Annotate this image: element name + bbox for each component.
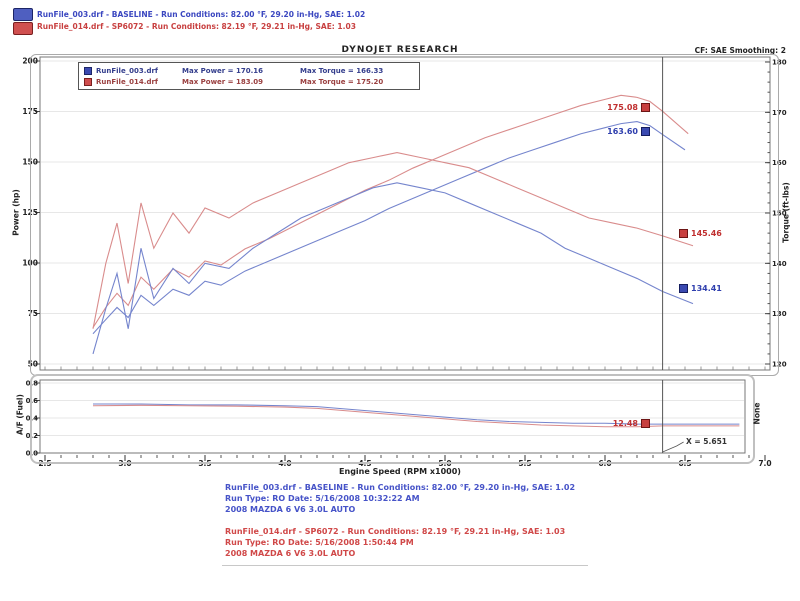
torque-tick-label: 160 (772, 159, 787, 167)
rpm-tick-label: 7.0 (758, 459, 771, 468)
cursor-readout: X = 5.651 (686, 437, 728, 446)
torque-red-marker-icon (679, 229, 688, 238)
afr-right-axis-label: None (752, 402, 762, 425)
page-title: DYNOJET RESEARCH (341, 45, 459, 55)
afr-red-marker-icon (641, 419, 650, 428)
footer-run1-line2: Run Type: RO Date: 5/16/2008 10:32:22 AM (225, 494, 420, 503)
run2-color-chip (13, 22, 33, 35)
power-axis-label: Power (hp) (11, 189, 21, 236)
legend-max-torque-2: Max Torque = 175.20 (300, 77, 384, 86)
afr-curve-blue (93, 403, 740, 425)
torque-tick-label: 150 (772, 210, 787, 218)
power-red-marker-icon (641, 103, 650, 112)
footer-run2-line3: 2008 MAZDA 6 V6 3.0L AUTO (225, 549, 356, 558)
cursor-readout-pointer (662, 441, 684, 453)
torque-curve-red (92, 152, 694, 329)
legend-max-power-1: Max Power = 170.16 (182, 66, 263, 75)
power-curve-red (92, 94, 689, 328)
legend-max-torque-1: Max Torque = 166.33 (300, 66, 384, 75)
run1-color-chip (13, 8, 33, 21)
header-run1: RunFile_003.drf - BASELINE - Run Conditi… (37, 10, 366, 19)
cursor-value-power-blue: 163.60 (538, 127, 650, 136)
torque-curve-blue (92, 182, 694, 355)
main-chart-frame (30, 54, 779, 376)
legend-row-sp6072: RunFile_014.drf Max Power = 183.09 Max T… (84, 76, 414, 87)
legend-max-power-2: Max Power = 183.09 (182, 77, 263, 86)
torque-tick-label: 130 (772, 310, 787, 318)
afr-curve-red (92, 404, 740, 428)
power-blue-marker-icon (641, 127, 650, 136)
afr-axis-label: A/F (Fuel) (15, 394, 25, 435)
footer-divider (222, 565, 588, 566)
torque-tick-label: 180 (772, 59, 787, 67)
run-files-icon (13, 8, 33, 35)
afr-red-value: 12.48 (612, 419, 638, 428)
power-tick-label: 75 (28, 309, 38, 318)
rpm-axis-label: Engine Speed (RPM x1000) (339, 467, 461, 476)
cursor-value-power-red: 175.08 (538, 103, 650, 112)
legend-swatch-red (84, 77, 92, 86)
power-tick-label: 50 (28, 360, 38, 369)
power-curve-blue (92, 121, 686, 335)
legend-box[interactable]: RunFile_003.drf Max Power = 170.16 Max T… (78, 62, 420, 90)
header-run2: RunFile_014.drf - SP6072 - Run Condition… (37, 22, 356, 31)
torque-blue-value: 134.41 (691, 284, 722, 293)
footer-run1-line1: RunFile_003.drf - BASELINE - Run Conditi… (225, 483, 576, 492)
footer-run1-line3: 2008 MAZDA 6 V6 3.0L AUTO (225, 505, 356, 514)
legend-file-2: RunFile_014.drf (96, 77, 158, 86)
power-blue-value: 163.60 (607, 127, 638, 136)
footer-run2-line1: RunFile_014.drf - SP6072 - Run Condition… (225, 527, 566, 536)
power-red-value: 175.08 (607, 103, 638, 112)
afr-chart-frame (30, 374, 755, 464)
torque-red-value: 145.46 (691, 229, 722, 238)
cursor-value-torque-blue: 134.41 (679, 284, 722, 293)
legend-row-baseline: RunFile_003.drf Max Power = 170.16 Max T… (84, 65, 414, 76)
footer-run2-line2: Run Type: RO Date: 5/16/2008 1:50:44 PM (225, 538, 414, 547)
afr-plot-border (39, 379, 746, 454)
torque-tick-label: 170 (772, 109, 787, 117)
legend-swatch-blue (84, 66, 92, 75)
correction-smoothing-label: CF: SAE Smoothing: 2 (694, 46, 786, 55)
footer-run1-details: RunFile_003.drf - BASELINE - Run Conditi… (225, 482, 575, 515)
torque-tick-label: 120 (772, 361, 787, 369)
torque-tick-label: 140 (772, 260, 787, 268)
torque-axis-label: Torque (ft-lbs) (781, 182, 791, 243)
torque-blue-marker-icon (679, 284, 688, 293)
footer-run2-details: RunFile_014.drf - SP6072 - Run Condition… (225, 526, 565, 559)
cursor-value-torque-red: 145.46 (679, 229, 722, 238)
cursor-value-afr-red: 12.48 (538, 419, 650, 428)
legend-file-1: RunFile_003.drf (96, 66, 158, 75)
